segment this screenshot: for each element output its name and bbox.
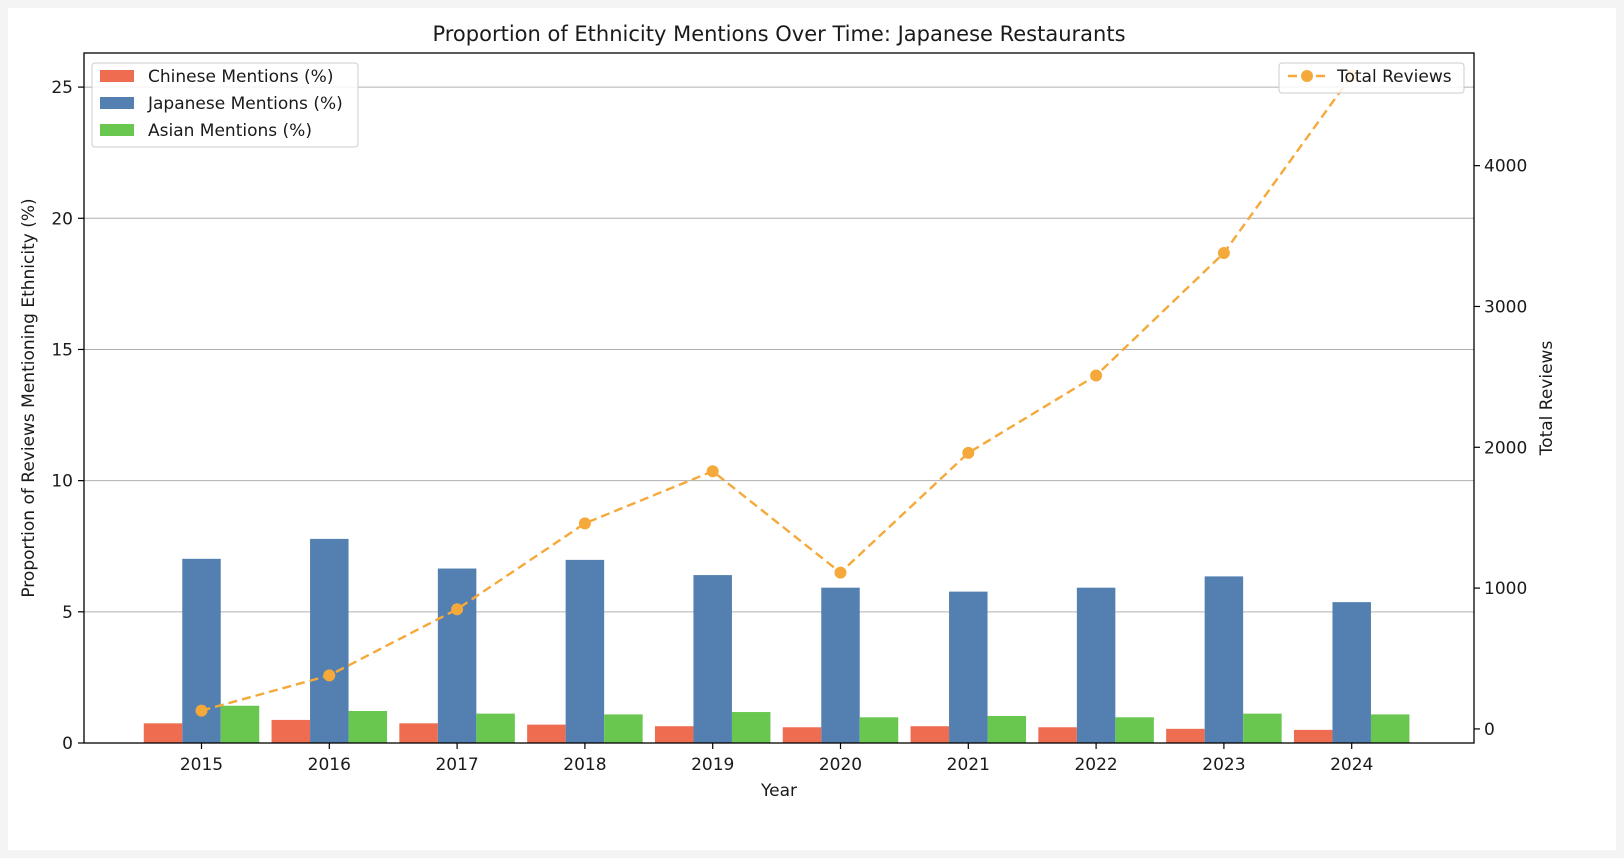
y2-tick-label: 1000: [1484, 579, 1527, 599]
legend-label: Total Reviews: [1336, 67, 1452, 87]
legend-swatch: [100, 70, 134, 82]
y-tick-label: 20: [51, 209, 73, 229]
bar-japanese: [821, 587, 860, 743]
y2-tick-label: 0: [1484, 720, 1495, 740]
bar-asian: [1115, 717, 1154, 743]
x-tick-label: 2023: [1202, 755, 1245, 775]
x-tick-label: 2017: [435, 755, 478, 775]
y2-tick-label: 4000: [1484, 157, 1527, 177]
legend-label: Chinese Mentions (%): [148, 67, 333, 87]
x-tick-label: 2015: [180, 755, 223, 775]
bar-chinese: [399, 723, 438, 743]
total-reviews-point: [323, 669, 336, 682]
x-tick-label: 2019: [691, 755, 734, 775]
total-reviews-point: [834, 566, 847, 579]
chart-canvas: Proportion of Ethnicity Mentions Over Ti…: [19, 22, 1557, 801]
legend-swatch: [100, 124, 134, 136]
bar-chinese: [1038, 727, 1077, 743]
y2-axis-title: Total Reviews: [1537, 341, 1557, 457]
plot-frame: [83, 52, 1475, 744]
total-reviews-line: [195, 69, 1358, 717]
legend-swatch: [100, 97, 134, 109]
bar-asian: [220, 705, 260, 743]
bar-japanese: [949, 591, 988, 743]
bar-asian: [348, 710, 388, 743]
bar-japanese: [565, 559, 605, 743]
total-reviews-point: [1217, 246, 1230, 259]
bar-japanese: [437, 568, 477, 743]
bar-chinese: [654, 726, 694, 743]
legend-line-box: [1278, 62, 1465, 94]
x-tick-label: 2022: [1074, 755, 1117, 775]
y-tick-label: 25: [51, 78, 73, 98]
y2-tick-label: 2000: [1484, 438, 1527, 458]
chart-figure: Proportion of Ethnicity Mentions Over Ti…: [8, 8, 1616, 850]
total-reviews-point: [578, 517, 591, 530]
bars: [143, 538, 1410, 743]
y-axis-title: Proportion of Reviews Mentioning Ethnici…: [19, 198, 39, 597]
bar-asian: [987, 715, 1027, 743]
bar-chinese: [143, 723, 183, 743]
legend-line-marker: [1301, 70, 1313, 82]
x-axis-title: Year: [760, 781, 797, 801]
total-reviews-point: [195, 704, 208, 717]
y-tick-label: 10: [51, 472, 73, 492]
y-tick-label: 15: [51, 340, 73, 360]
legend-bars-box: [91, 62, 359, 148]
x-tick-label: 2016: [308, 755, 351, 775]
y-tick-label: 5: [62, 603, 73, 623]
x-tick-label: 2018: [563, 755, 606, 775]
chart-title: Proportion of Ethnicity Mentions Over Ti…: [432, 22, 1125, 46]
legend-bars: Chinese Mentions (%) Japanese Mentions (%…: [91, 62, 359, 148]
bar-japanese: [310, 538, 349, 743]
legend-label: Asian Mentions (%): [148, 121, 312, 141]
total-reviews-point: [706, 465, 719, 478]
y2-tick-label: 3000: [1484, 297, 1527, 317]
bar-asian: [604, 714, 643, 743]
legend-line: Total Reviews: [1278, 62, 1465, 94]
bar-japanese: [1204, 576, 1244, 743]
bar-japanese: [1076, 587, 1116, 743]
bar-chinese: [527, 724, 566, 743]
total-reviews-line-path: [201, 74, 1353, 712]
legend-label: Japanese Mentions (%): [147, 94, 343, 114]
bar-japanese: [693, 575, 732, 743]
bar-asian: [476, 713, 515, 743]
bar-chinese: [271, 719, 311, 743]
y-tick-label: 0: [62, 734, 73, 754]
bar-asian: [1243, 713, 1282, 743]
bar-asian: [859, 717, 899, 743]
bar-chinese: [1166, 728, 1205, 743]
bar-chinese: [782, 727, 822, 743]
total-reviews-point: [451, 603, 464, 616]
bar-chinese: [1293, 729, 1333, 743]
bar-japanese: [1332, 602, 1371, 743]
x-tick-label: 2021: [947, 755, 990, 775]
gridlines: [84, 86, 1474, 744]
x-tick-label: 2020: [819, 755, 862, 775]
x-tick-label: 2024: [1330, 755, 1373, 775]
axes: 0 5 10 15 20 25 0 1000 2000 3000 4000 2015 2016 2017 2…: [51, 78, 1527, 775]
bar-asian: [1370, 714, 1410, 743]
total-reviews-point: [1090, 369, 1103, 382]
total-reviews-point: [962, 446, 975, 459]
bar-asian: [731, 712, 771, 743]
bar-chinese: [910, 726, 950, 743]
